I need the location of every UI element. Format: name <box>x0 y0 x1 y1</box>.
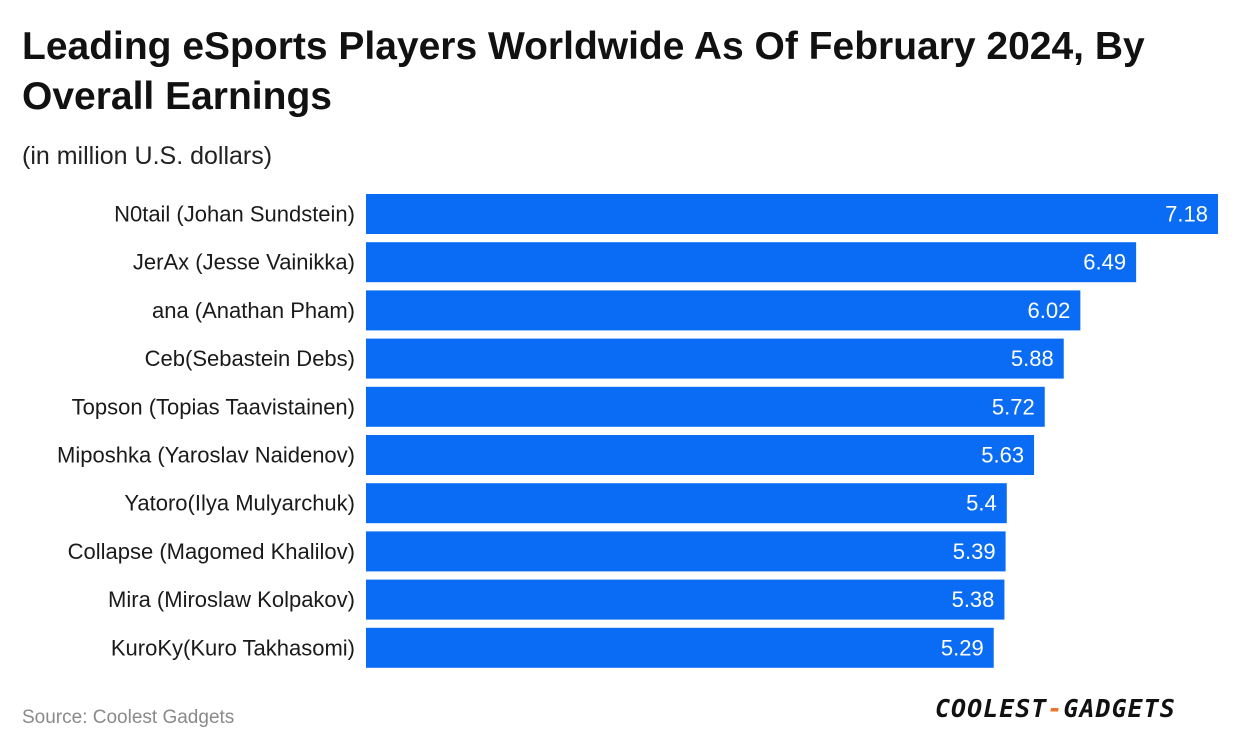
source-note: Source: Coolest Gadgets <box>22 707 235 728</box>
value-label: 5.63 <box>981 443 1024 468</box>
chart-title: Leading eSports Players Worldwide As Of … <box>22 25 1145 118</box>
bar <box>366 483 1007 524</box>
value-label: 5.39 <box>953 539 996 564</box>
value-label: 5.88 <box>1011 346 1054 371</box>
category-label: JerAx (Jesse Vainikka) <box>133 250 355 275</box>
value-label: 5.38 <box>952 587 995 612</box>
value-label: 6.49 <box>1083 250 1126 275</box>
category-label: Yatoro(Ilya Mulyarchuk) <box>124 491 355 516</box>
bar <box>366 579 1005 620</box>
bar <box>366 386 1045 427</box>
category-label: Ceb(Sebastein Debs) <box>145 346 355 371</box>
category-label: Miposhka (Yaroslav Naidenov) <box>57 443 355 468</box>
category-label: ana (Anathan Pham) <box>152 298 355 323</box>
bar <box>366 242 1137 283</box>
bar <box>366 338 1064 379</box>
bar <box>366 290 1081 331</box>
brand-logo: COOLEST-GADGETS <box>935 694 1176 723</box>
value-label: 5.29 <box>941 635 984 660</box>
chart-subtitle: (in million U.S. dollars) <box>22 142 273 170</box>
bar <box>366 627 994 668</box>
value-label: 5.72 <box>992 394 1035 419</box>
value-label: 6.02 <box>1028 298 1071 323</box>
category-label: Mira (Miroslaw Kolpakov) <box>108 587 355 612</box>
value-label: 7.18 <box>1165 202 1208 227</box>
category-label: Topson (Topias Taavistainen) <box>72 394 355 419</box>
bar <box>366 531 1006 572</box>
bar <box>366 194 1218 234</box>
category-label: N0tail (Johan Sundstein) <box>114 202 355 227</box>
value-label: 5.4 <box>966 491 997 516</box>
bar <box>366 435 1035 475</box>
category-label: Collapse (Magomed Khalilov) <box>68 539 355 564</box>
category-label: KuroKy(Kuro Takhasomi) <box>111 635 355 660</box>
